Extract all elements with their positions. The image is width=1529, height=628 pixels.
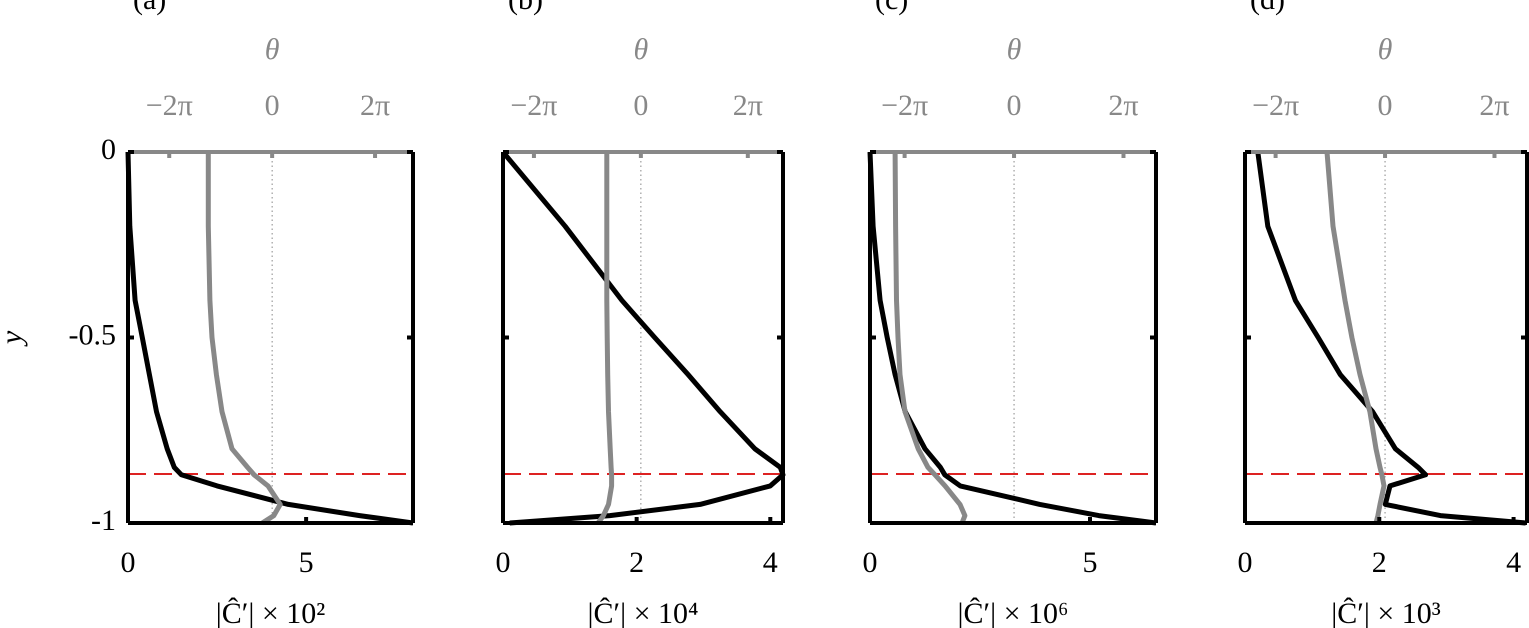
profile-line	[892, 151, 968, 524]
profile-line	[867, 151, 1157, 526]
x-axis-label: |Ĉ′| × 10⁶	[958, 597, 1069, 628]
x2-tick-label: −2π	[510, 89, 557, 122]
y-axis-label: y	[0, 330, 28, 347]
profile-line	[1255, 151, 1526, 526]
x2-tick-label: −2π	[1252, 89, 1299, 122]
x2-tick-label: 0	[633, 89, 648, 122]
x2-tick-label: 0	[1007, 89, 1022, 122]
panel-label: (d)	[1250, 0, 1285, 16]
x-tick-label: 0	[496, 546, 511, 579]
x2-tick-label: 2π	[360, 89, 390, 122]
x2-tick-label: 2π	[1479, 89, 1509, 122]
x-axis-label: |Ĉ′| × 10³	[1331, 597, 1441, 628]
profile-line	[125, 151, 414, 526]
x2-tick-label: 0	[265, 89, 280, 122]
y-tick-label: 0	[101, 133, 116, 166]
x2-axis-label: θ	[1007, 33, 1022, 66]
x2-axis-label: θ	[633, 33, 648, 66]
x-tick-label: 2	[1372, 546, 1387, 579]
x2-tick-label: 2π	[1108, 89, 1138, 122]
x-tick-label: 2	[629, 546, 644, 579]
panel-label: (b)	[508, 0, 543, 16]
profile-line	[205, 152, 283, 526]
x-tick-label: 0	[863, 546, 878, 579]
panel-label: (c)	[875, 0, 908, 16]
x-tick-label: 5	[299, 546, 314, 579]
x-tick-label: 4	[1506, 546, 1521, 579]
y-tick-label: -0.5	[69, 318, 117, 351]
x2-tick-label: 0	[1378, 89, 1393, 122]
profile-line	[1324, 151, 1387, 524]
x-tick-label: 5	[1083, 546, 1098, 579]
x2-tick-label: −2π	[881, 89, 928, 122]
panel-label: (a)	[133, 0, 166, 16]
profile-line	[501, 150, 786, 526]
profile-line	[595, 152, 615, 525]
x2-axis-label: θ	[265, 33, 280, 66]
x-tick-label: 0	[121, 546, 136, 579]
x-tick-label: 4	[763, 546, 778, 579]
x-axis-label: |Ĉ′| × 10²	[216, 597, 326, 628]
x2-tick-label: 2π	[733, 89, 763, 122]
x2-tick-label: −2π	[146, 89, 193, 122]
x-axis-label: |Ĉ′| × 10⁴	[588, 597, 699, 628]
x2-axis-label: θ	[1378, 33, 1393, 66]
y-tick-label: -1	[91, 504, 116, 537]
x-tick-label: 0	[1238, 546, 1253, 579]
